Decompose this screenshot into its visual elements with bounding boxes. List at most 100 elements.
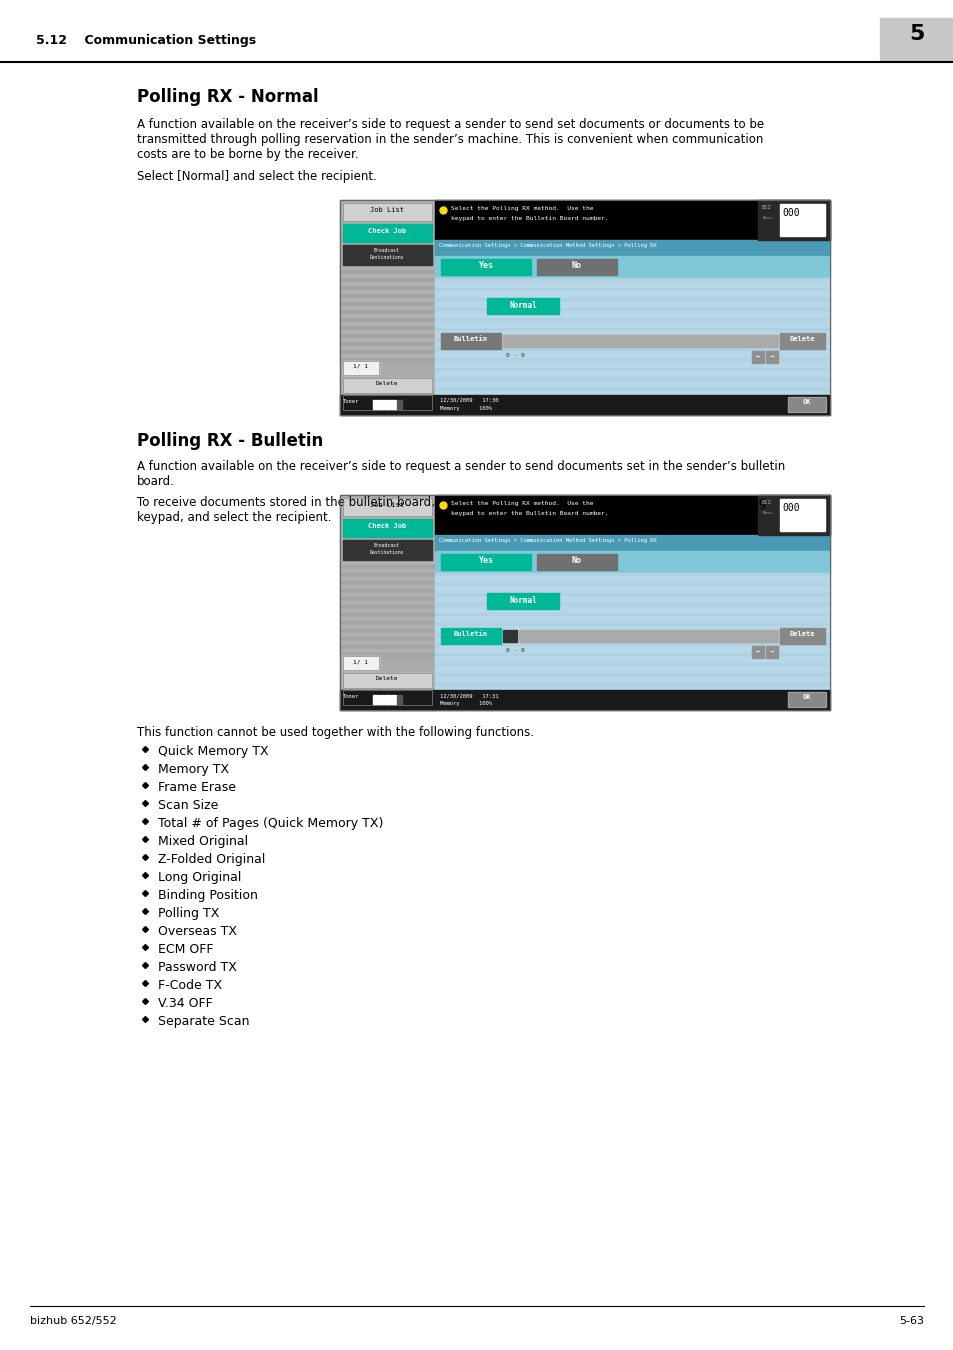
Bar	[339, 568, 435, 572]
Bar	[343, 498, 432, 516]
Bar	[435, 551, 829, 572]
Bar	[339, 495, 829, 710]
Bar	[343, 244, 432, 265]
Bar	[787, 397, 825, 412]
Text: Communication Settings > Communication Method Settings > Polling RX: Communication Settings > Communication M…	[438, 243, 656, 248]
Bar	[343, 690, 432, 705]
Bar	[435, 674, 829, 675]
Text: Select [Normal] and select the recipient.: Select [Normal] and select the recipient…	[137, 170, 376, 184]
Text: Settings: Settings	[376, 698, 397, 702]
Bar	[435, 240, 829, 256]
Bar	[339, 609, 435, 612]
Bar	[339, 298, 435, 301]
Text: board.: board.	[137, 475, 174, 487]
Text: 5-63: 5-63	[898, 1316, 923, 1326]
Text: Mixed Original: Mixed Original	[158, 836, 248, 848]
Bar	[435, 338, 829, 340]
Bar	[339, 358, 435, 360]
Bar	[435, 278, 829, 279]
Bar	[339, 354, 435, 356]
Bar	[339, 576, 435, 580]
Bar	[339, 286, 435, 289]
Bar	[339, 325, 435, 329]
Bar	[343, 378, 432, 393]
Bar	[343, 690, 432, 705]
Bar	[343, 378, 432, 393]
Text: OK: OK	[801, 400, 810, 405]
Bar	[435, 643, 829, 645]
Bar	[339, 621, 435, 624]
Bar	[440, 259, 531, 275]
Text: To receive documents stored in the bulletin board, select [Bulletin], enter the : To receive documents stored in the bulle…	[137, 495, 765, 509]
Bar	[385, 400, 390, 409]
Bar	[339, 350, 435, 352]
Bar	[343, 202, 432, 221]
Text: Communication Settings > Communication Method Settings > Polling RX: Communication Settings > Communication M…	[438, 539, 656, 543]
Bar	[339, 346, 435, 350]
Text: A function available on the receiver’s side to request a sender to send set docu: A function available on the receiver’s s…	[137, 117, 763, 131]
Bar	[339, 580, 435, 585]
Text: Check Job: Check Job	[375, 397, 398, 401]
Text: 0 - 9: 0 - 9	[505, 648, 524, 653]
Bar	[391, 400, 395, 409]
Bar	[435, 278, 829, 396]
Bar	[435, 572, 829, 690]
Text: Long Original: Long Original	[158, 871, 241, 884]
Text: Password TX: Password TX	[158, 961, 236, 973]
Bar	[435, 256, 829, 278]
Bar	[396, 695, 401, 703]
Text: costs are to be borne by the receiver.: costs are to be borne by the receiver.	[137, 148, 358, 161]
Text: Yes: Yes	[478, 261, 493, 270]
Text: 000: 000	[781, 504, 799, 513]
Bar	[339, 323, 435, 325]
Bar	[339, 645, 435, 648]
Bar	[339, 200, 435, 414]
Bar	[339, 294, 435, 297]
Text: Frame Erase: Frame Erase	[158, 782, 235, 794]
Text: Memory      100%: Memory 100%	[439, 701, 492, 706]
Text: 5: 5	[908, 24, 923, 45]
Bar	[339, 274, 435, 277]
Text: Delete: Delete	[375, 676, 397, 680]
Bar	[435, 653, 829, 655]
Bar	[440, 333, 500, 350]
Bar	[765, 351, 778, 363]
Text: Job List: Job List	[370, 502, 403, 508]
Text: Bulletin: Bulletin	[454, 630, 488, 637]
Bar	[435, 663, 829, 666]
Bar	[440, 628, 500, 644]
Bar	[435, 613, 829, 616]
Text: Delete: Delete	[788, 630, 814, 637]
Text: Overseas TX: Overseas TX	[158, 925, 236, 938]
Bar	[435, 633, 829, 634]
Bar	[343, 396, 432, 410]
Bar	[435, 583, 829, 585]
Text: Select the Polling RX method.  Use the: Select the Polling RX method. Use the	[451, 207, 593, 211]
Text: Settings: Settings	[376, 404, 397, 406]
Bar	[435, 535, 829, 551]
Bar	[537, 554, 617, 570]
Bar	[435, 495, 829, 535]
Text: This function cannot be used together with the following functions.: This function cannot be used together wi…	[137, 726, 534, 738]
Bar	[435, 348, 829, 350]
Text: Broadcast: Broadcast	[374, 248, 399, 252]
Bar	[435, 319, 829, 320]
Bar	[435, 378, 829, 379]
Bar	[518, 630, 778, 643]
Text: Total # of Pages (Quick Memory TX): Total # of Pages (Quick Memory TX)	[158, 817, 383, 830]
Text: Select the Polling RX method.  Use the: Select the Polling RX method. Use the	[451, 501, 593, 506]
Text: V.34 OFF: V.34 OFF	[158, 998, 213, 1010]
Text: Quick Memory TX: Quick Memory TX	[158, 745, 269, 757]
Bar	[343, 674, 432, 688]
Bar	[435, 387, 829, 390]
Bar	[343, 224, 432, 242]
Bar	[339, 278, 435, 281]
Text: 12/30/2009   17:30: 12/30/2009 17:30	[439, 398, 498, 404]
Bar	[339, 653, 435, 656]
Bar	[343, 498, 432, 516]
Bar	[435, 603, 829, 605]
Bar	[339, 396, 829, 414]
Bar	[339, 266, 435, 269]
Bar	[339, 690, 829, 710]
Bar	[339, 593, 435, 595]
